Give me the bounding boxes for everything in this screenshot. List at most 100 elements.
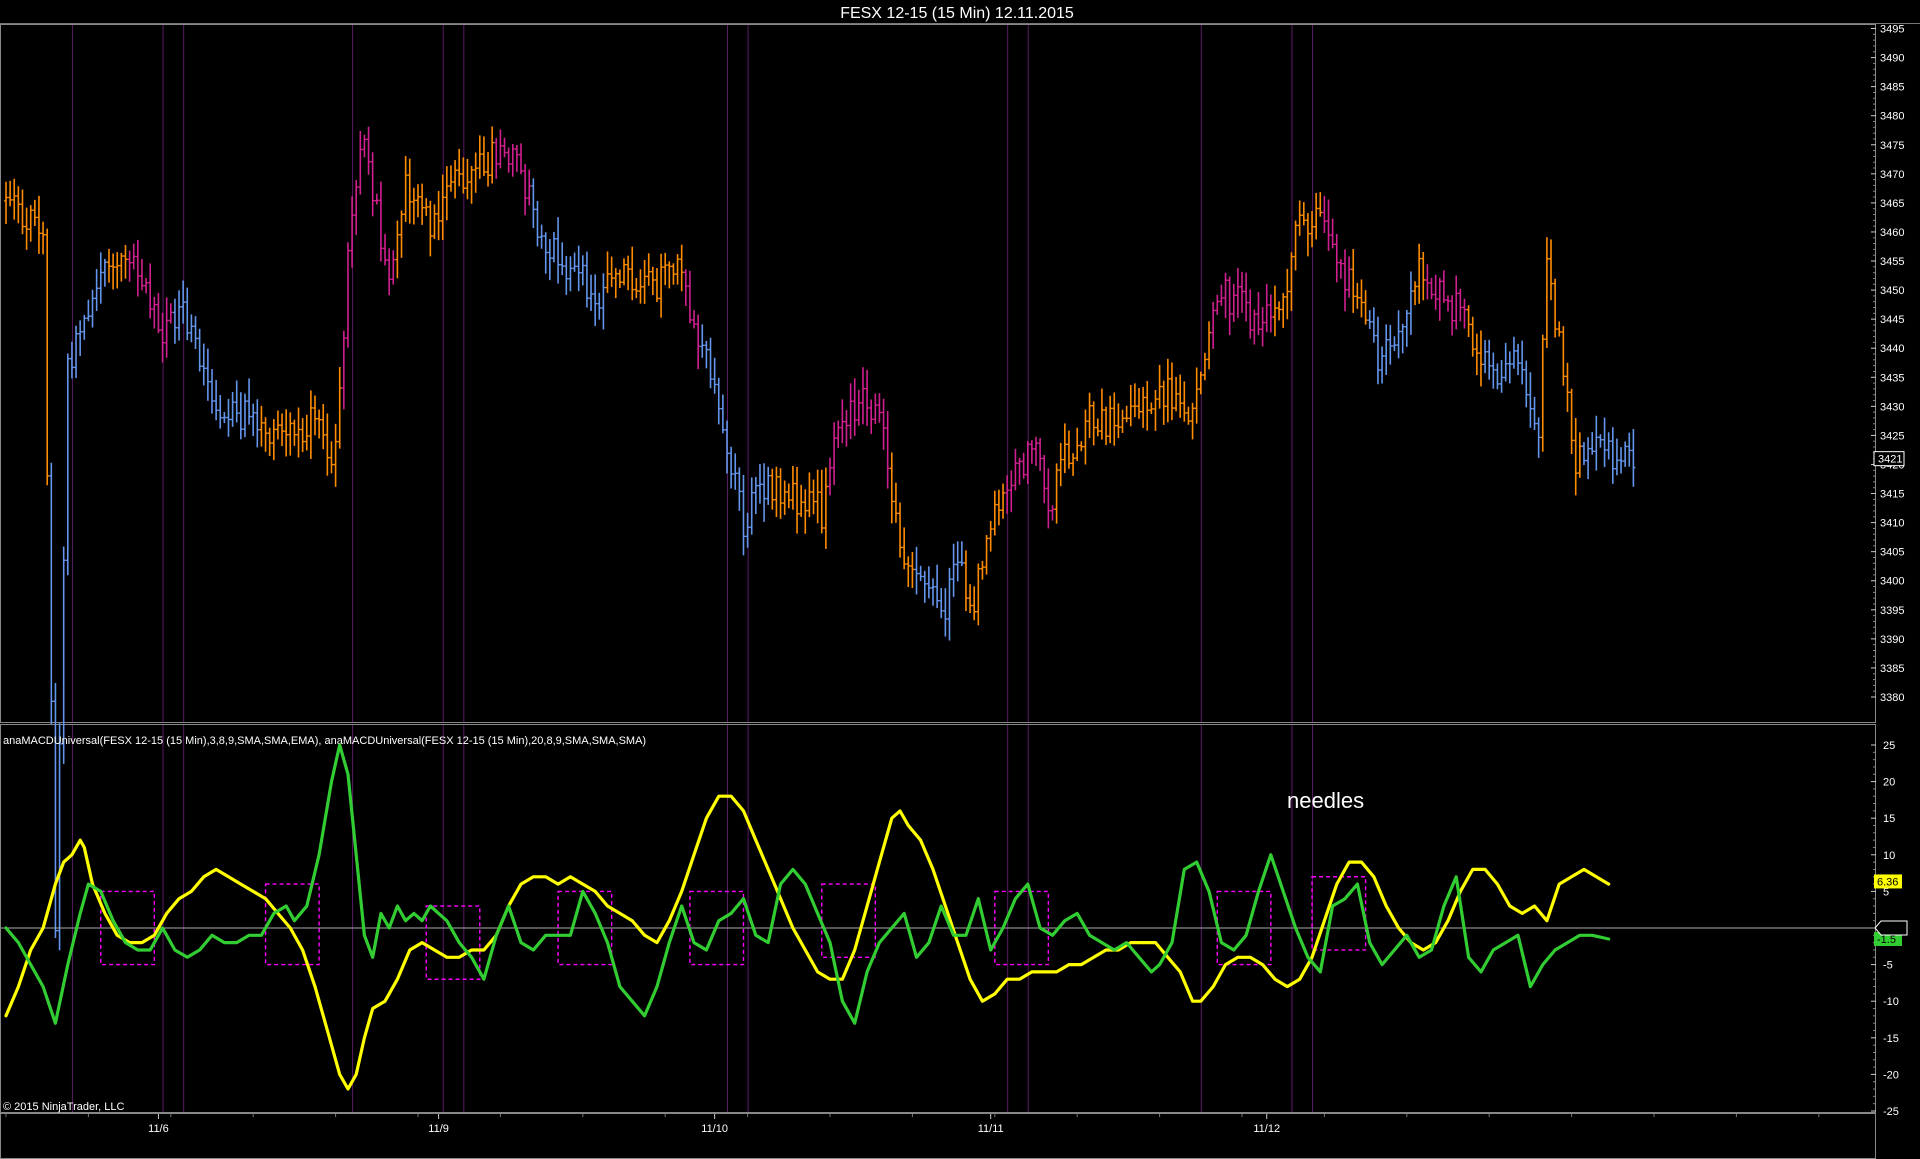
price-y-tick-label: 3445 — [1880, 314, 1904, 326]
ohlc-bar — [1145, 381, 1150, 431]
ohlc-bar — [370, 152, 375, 217]
ohlc-bar — [1503, 342, 1508, 382]
ohlc-bar — [959, 541, 964, 567]
ohlc-bar — [1046, 468, 1051, 529]
ohlc-bar — [255, 399, 260, 448]
ohlc-bar — [1470, 316, 1475, 357]
ohlc-bar — [115, 252, 120, 289]
ohlc-bar — [807, 472, 812, 518]
ohlc-bar — [716, 377, 721, 425]
ohlc-bar — [593, 274, 598, 327]
ohlc-bar — [762, 463, 767, 522]
ohlc-bar — [304, 414, 309, 451]
ohlc-bar — [284, 409, 289, 457]
ohlc-bar — [1054, 463, 1059, 524]
ohlc-bar — [799, 484, 804, 517]
ohlc-bar — [251, 403, 256, 437]
ohlc-bar — [914, 546, 919, 595]
ohlc-bar — [519, 143, 523, 175]
ohlc-bar — [28, 205, 33, 242]
ohlc-bar — [152, 296, 157, 329]
ohlc-bar — [1549, 239, 1553, 301]
ohlc-bar — [737, 467, 742, 511]
ohlc-bar — [1087, 392, 1092, 438]
ohlc-bar — [939, 588, 944, 619]
ohlc-bar — [1429, 277, 1434, 300]
ohlc-bar — [1573, 418, 1578, 496]
ohlc-bar — [1260, 307, 1265, 347]
ohlc-bar — [1244, 272, 1249, 322]
ohlc-bar — [527, 169, 532, 206]
ohlc-bar — [156, 292, 161, 334]
ohlc-bar — [1256, 292, 1261, 336]
ohlc-bar — [205, 348, 210, 401]
copyright-text: © 2015 NinjaTrader, LLC — [3, 1101, 124, 1113]
ohlc-bar — [1586, 437, 1591, 480]
ohlc-bar — [144, 278, 149, 294]
ohlc-bar — [1553, 278, 1558, 338]
ohlc-bar — [741, 474, 746, 556]
ohlc-bar — [1272, 285, 1277, 337]
ohlc-bar — [214, 380, 219, 421]
ohlc-bar — [811, 479, 816, 515]
ohlc-bar — [832, 422, 837, 486]
ohlc-bar — [1532, 396, 1537, 431]
ohlc-bar — [300, 418, 305, 453]
ohlc-bar — [1561, 326, 1566, 386]
ohlc-bar — [1528, 372, 1533, 428]
ohlc-bar — [333, 423, 338, 487]
ohlc-bar — [955, 541, 960, 582]
ohlc-bar — [263, 417, 268, 452]
ohlc-bar — [1487, 339, 1492, 380]
ohlc-bar — [692, 310, 697, 329]
ohlc-bar — [617, 269, 622, 289]
ohlc-bar — [1314, 192, 1319, 240]
ohlc-bar — [1050, 505, 1055, 521]
ohlc-bar — [1108, 395, 1113, 444]
ohlc-bar — [465, 158, 470, 200]
ohlc-bar — [1025, 441, 1030, 485]
ohlc-bar — [325, 413, 330, 476]
ohlc-bar — [1305, 213, 1310, 257]
ohlc-bar — [1491, 352, 1496, 389]
x-tick-label: 11/6 — [148, 1123, 169, 1135]
ohlc-bar — [374, 193, 379, 205]
ohlc-bar — [910, 551, 915, 589]
ohlc-bar — [1413, 281, 1418, 306]
ohlc-bar — [556, 217, 561, 284]
price-y-tick-label: 3480 — [1880, 111, 1904, 123]
ohlc-bar — [317, 409, 322, 439]
ohlc-bar — [1355, 282, 1360, 309]
ohlc-bar — [984, 535, 989, 575]
ohlc-bar — [1627, 432, 1632, 467]
yellow-value-tag: 6.36 — [1874, 874, 1902, 889]
ohlc-bar — [1466, 305, 1471, 338]
ohlc-bar — [1334, 233, 1339, 283]
ohlc-bar — [428, 200, 433, 257]
ohlc-bar — [1248, 289, 1253, 339]
ohlc-bar — [725, 420, 729, 474]
ohlc-bar — [543, 232, 548, 274]
ohlc-bar — [1128, 385, 1133, 427]
ohlc-bar — [280, 413, 285, 447]
ohlc-bar — [1322, 195, 1327, 233]
ohlc-bar — [1066, 430, 1071, 469]
indicator-label: anaMACDUniversal(FESX 12-15 (15 Min),3,8… — [3, 735, 646, 747]
ohlc-bar — [1132, 383, 1137, 418]
ohlc-bar — [1252, 309, 1257, 345]
ohlc-bar — [74, 325, 79, 379]
ohlc-bar — [469, 165, 474, 204]
ohlc-bar — [1408, 271, 1413, 335]
price-y-tick-label: 3410 — [1880, 518, 1904, 530]
ohlc-bar — [918, 565, 923, 582]
last-price-tag: 3421 — [1873, 451, 1905, 467]
ohlc-bar — [1062, 423, 1067, 474]
indicator-y-tick-label: -15 — [1883, 1033, 1899, 1045]
ohlc-bar — [1371, 307, 1376, 343]
ohlc-bar — [1005, 475, 1010, 514]
ohlc-bar — [1400, 323, 1405, 354]
ohlc-bar — [852, 378, 857, 436]
ohlc-bar — [951, 543, 956, 597]
